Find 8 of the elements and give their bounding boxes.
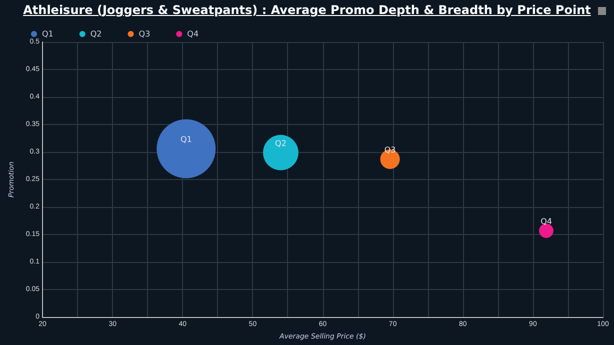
legend-label: Q1 <box>42 30 54 38</box>
legend-label: Q3 <box>138 30 150 38</box>
legend-label: Q4 <box>187 30 199 38</box>
text: Q4 <box>540 217 552 226</box>
text: Q2 <box>275 139 286 148</box>
text: Q1 <box>180 135 192 144</box>
legend-label: Q2 <box>90 30 102 38</box>
chart-title: Athleisure (Joggers & Sweatpants) : Average Promo Depth & Breadth by Price Point <box>22 3 592 17</box>
